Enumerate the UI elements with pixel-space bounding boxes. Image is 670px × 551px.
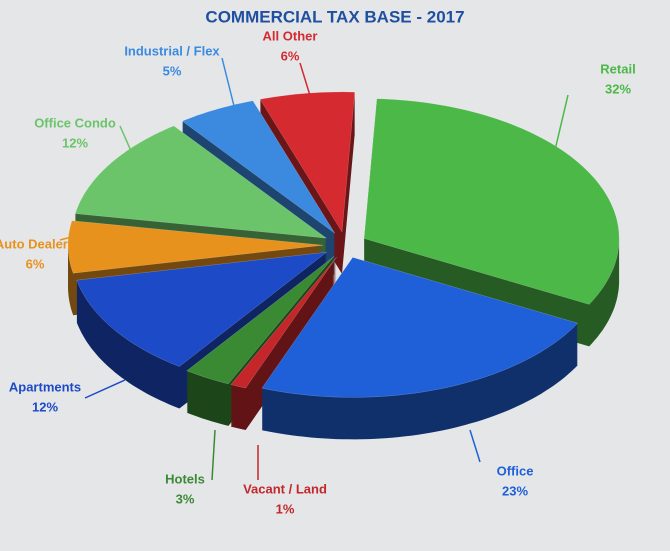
slice-top — [67, 220, 324, 274]
slice-label: All Other — [263, 28, 318, 43]
leader-line — [59, 231, 91, 241]
slice — [261, 257, 579, 440]
slice-top — [261, 257, 579, 398]
slice-label: Auto Dealers — [0, 236, 75, 251]
value-label: 32% — [605, 81, 631, 96]
slice-label: Hotels — [165, 471, 205, 486]
leader-line — [84, 379, 126, 399]
value-label: 6% — [281, 48, 300, 63]
value-label: 3% — [176, 491, 195, 506]
slice-top — [259, 91, 355, 233]
slice-top — [186, 256, 335, 385]
slice-label: Office — [497, 463, 534, 478]
slice-top — [181, 100, 336, 234]
leader-line — [119, 125, 136, 161]
value-label: 23% — [502, 483, 528, 498]
value-label: 5% — [163, 63, 182, 78]
value-label: 6% — [26, 256, 45, 271]
leader-line — [554, 94, 569, 151]
slice-label: Retail — [600, 61, 635, 76]
slice-top — [74, 125, 328, 239]
slice-top — [230, 257, 337, 389]
leader-line — [469, 429, 481, 463]
slice — [230, 257, 337, 430]
leader-line — [211, 429, 216, 481]
slice — [76, 251, 328, 409]
slice-top — [363, 98, 620, 305]
chart-title: COMMERCIAL TAX BASE - 2017 — [205, 7, 464, 26]
value-label: 1% — [276, 501, 295, 516]
slice-label: Industrial / Flex — [124, 43, 220, 58]
leader-line — [299, 62, 313, 103]
slice-label: Apartments — [9, 379, 81, 394]
leader-line — [221, 57, 236, 111]
slice-top — [76, 251, 328, 367]
value-label: 12% — [62, 135, 88, 150]
slice-label: Office Condo — [34, 115, 116, 130]
slice — [186, 256, 335, 426]
slice-label: Vacant / Land — [243, 481, 327, 496]
value-label: 12% — [32, 399, 58, 414]
slice-side — [230, 258, 337, 430]
